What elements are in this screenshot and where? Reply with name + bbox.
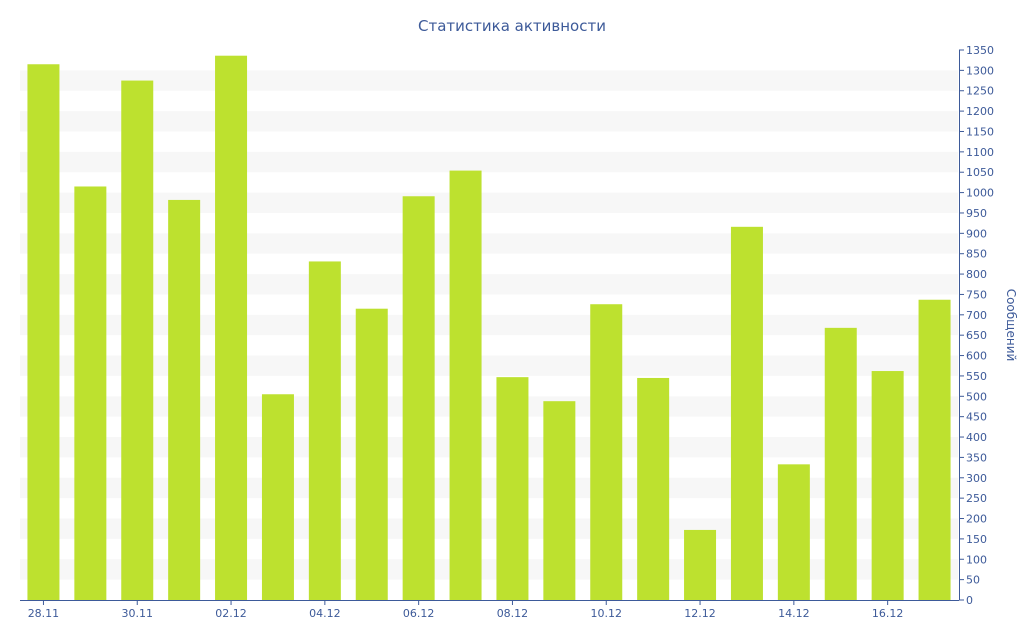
bar (261, 394, 294, 600)
bar (168, 199, 201, 601)
chart-title: Статистика активности (418, 17, 606, 35)
grid-band (20, 396, 958, 417)
grid-bands (20, 70, 958, 580)
bar (74, 186, 107, 600)
y-tick-label: 1000 (966, 187, 994, 200)
bar (496, 377, 529, 600)
x-tick-label: 04.12 (309, 607, 341, 620)
x-tick-label: 14.12 (778, 607, 810, 620)
y-tick-label: 100 (966, 553, 987, 566)
y-tick-label: 50 (966, 574, 980, 587)
grid-band (20, 151, 958, 173)
y-tick-label: 500 (966, 390, 987, 403)
grid-band (20, 70, 958, 91)
x-tick-label: 06.12 (403, 607, 435, 620)
grid-band (20, 233, 958, 254)
y-tick-label: 1250 (966, 85, 994, 98)
bar (590, 304, 623, 600)
bar (355, 308, 388, 600)
y-tick-label: 1050 (966, 166, 994, 179)
y-tick-label: 950 (966, 207, 987, 220)
bar (308, 261, 341, 600)
grid-band (20, 437, 958, 458)
y-tick-label: 1100 (966, 146, 994, 159)
grid-band (20, 314, 958, 336)
grid-band (20, 518, 958, 539)
y-tick-label: 200 (966, 513, 987, 526)
y-tick-label: 800 (966, 268, 987, 281)
y-tick-label: 1350 (966, 44, 994, 57)
grid-band (20, 192, 958, 213)
y-tick-label: 450 (966, 411, 987, 424)
y-tick-label: 350 (966, 451, 987, 464)
bar (730, 226, 763, 600)
y-tick-label: 600 (966, 350, 987, 363)
y-tick-label: 750 (966, 288, 987, 301)
axes-group: 0 50 100 150 200 250 300 350 400 450 500 550 600 650 7… (20, 44, 994, 620)
y-tick-label: 1300 (966, 64, 994, 77)
grid-band (20, 477, 958, 499)
x-tick-label: 10.12 (591, 607, 623, 620)
bar (543, 401, 576, 600)
grid-band (20, 274, 958, 295)
bar (777, 464, 810, 600)
y-tick-label: 650 (966, 329, 987, 342)
grid-band (20, 559, 958, 580)
bar (449, 170, 482, 600)
y-tick-label: 1150 (966, 125, 994, 138)
y-tick-label: 550 (966, 370, 987, 383)
bar (27, 64, 60, 600)
y-tick-label: 300 (966, 472, 987, 485)
bar (871, 371, 904, 600)
bar (824, 327, 857, 600)
bar (215, 55, 248, 600)
bar (918, 299, 951, 600)
y-tick-label: 0 (966, 594, 973, 607)
bar (684, 529, 717, 600)
grid-band (20, 111, 958, 132)
y-tick-label: 700 (966, 309, 987, 322)
y-tick-label: 250 (966, 492, 987, 505)
x-tick-label: 30.11 (122, 607, 154, 620)
bar (402, 196, 435, 600)
y-tick-label: 900 (966, 227, 987, 240)
x-tick-label: 28.11 (28, 607, 60, 620)
bar (637, 377, 670, 600)
grid-band (20, 355, 958, 376)
y-tick-label: 150 (966, 533, 987, 546)
y-tick-label: 400 (966, 431, 987, 444)
y-tick-label: 1200 (966, 105, 994, 118)
bars-group (27, 55, 951, 601)
x-tick-label: 16.12 (872, 607, 904, 620)
x-tick-label: 08.12 (497, 607, 529, 620)
x-tick-label: 12.12 (684, 607, 716, 620)
y-axis-title: Сообщений (1004, 289, 1018, 362)
y-tick-label: 850 (966, 248, 987, 261)
x-tick-label: 02.12 (215, 607, 247, 620)
bar (121, 80, 154, 601)
